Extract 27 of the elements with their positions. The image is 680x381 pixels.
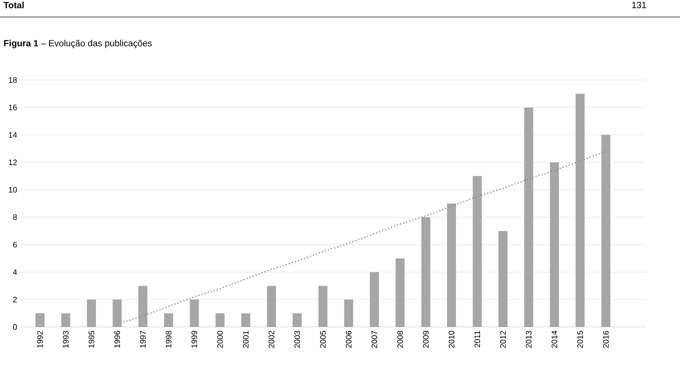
line-series: [116, 150, 606, 325]
bar: [190, 300, 199, 327]
bar: [266, 286, 276, 327]
bar: [36, 313, 44, 327]
bar: [318, 286, 328, 327]
bar: [241, 313, 250, 327]
text: Total: [4, 2, 24, 8]
chart-title: Figura 1 – Evolução das publicações: [4, 40, 152, 48]
bar: [601, 134, 610, 327]
bar: [524, 107, 534, 327]
bar: [550, 162, 559, 327]
text: 131: [632, 2, 646, 8]
bar: [86, 300, 96, 327]
bar: [498, 230, 508, 327]
bar: [421, 217, 430, 327]
bar: [112, 300, 122, 327]
bar: [61, 313, 70, 327]
bar: [576, 94, 585, 327]
bar: [292, 313, 302, 327]
bar: [396, 258, 405, 327]
bar: [164, 313, 174, 327]
bar: [370, 272, 379, 327]
bar: [447, 203, 456, 327]
bar: [138, 286, 148, 327]
bar: [472, 176, 482, 327]
bar: [344, 300, 354, 327]
bar: [216, 313, 225, 327]
